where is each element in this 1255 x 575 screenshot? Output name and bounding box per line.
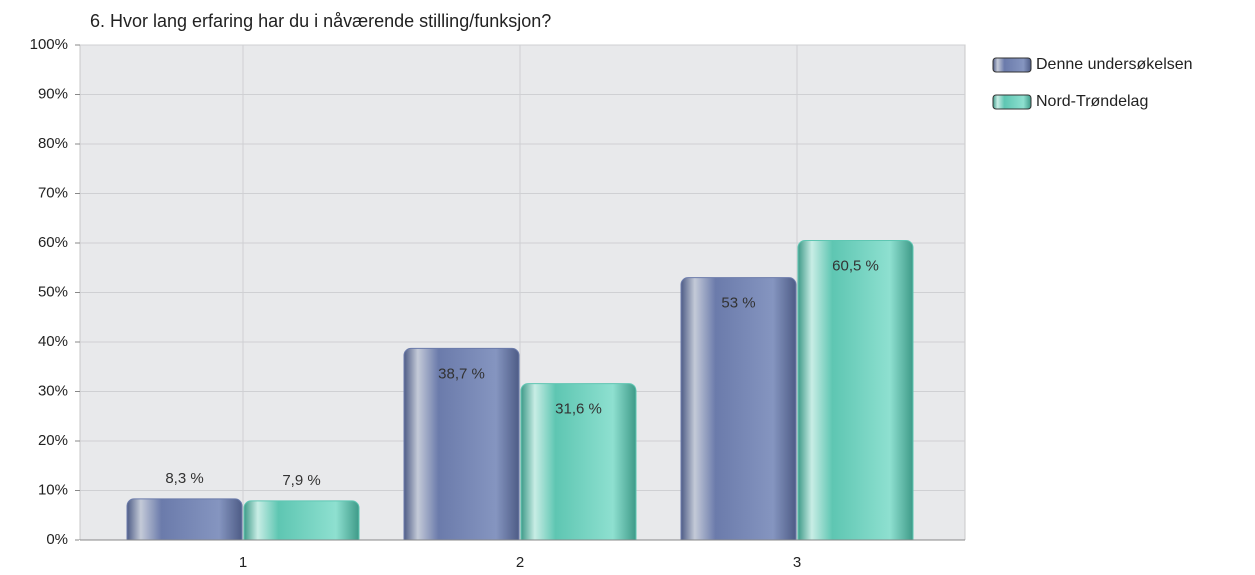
y-tick-label: 20% <box>38 432 68 449</box>
bar <box>797 240 914 547</box>
y-tick-label: 40% <box>38 333 68 350</box>
legend-swatch <box>992 94 1032 110</box>
legend-swatch <box>992 57 1032 73</box>
y-tick-label: 30% <box>38 382 68 399</box>
value-label: 60,5 % <box>832 257 879 274</box>
x-tick-label: 3 <box>793 554 801 571</box>
legend-label: Nord-Trøndelag <box>1036 93 1148 110</box>
y-tick-label: 60% <box>38 234 68 251</box>
bar <box>126 498 243 547</box>
y-tick-label: 80% <box>38 135 68 152</box>
y-tick-label: 100% <box>30 36 68 53</box>
value-label: 7,9 % <box>282 472 320 489</box>
plot-bottom-cover <box>79 540 966 548</box>
x-tick-label: 1 <box>239 554 247 571</box>
chart-title: 6. Hvor lang erfaring har du i nåværende… <box>90 11 551 31</box>
y-tick-label: 50% <box>38 283 68 300</box>
y-tick-label: 0% <box>46 531 68 548</box>
x-tick-label: 2 <box>516 554 524 571</box>
y-tick-label: 90% <box>38 85 68 102</box>
bar <box>680 277 797 547</box>
y-tick-label: 70% <box>38 184 68 201</box>
value-label: 31,6 % <box>555 401 602 418</box>
legend-label: Denne undersøkelsen <box>1036 56 1193 73</box>
y-tick-label: 10% <box>38 481 68 498</box>
value-label: 53 % <box>721 295 755 312</box>
value-label: 8,3 % <box>165 470 203 487</box>
bar <box>243 500 360 547</box>
value-label: 38,7 % <box>438 365 485 382</box>
